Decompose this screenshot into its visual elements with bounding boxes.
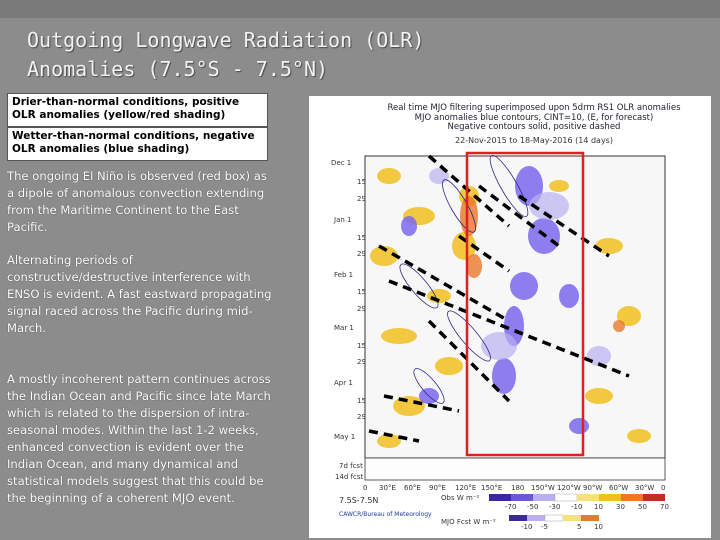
lon-tick: 30°E (379, 484, 396, 492)
date-tick: 29 (357, 250, 366, 258)
figure-header: Real time MJO filtering superimposed upo… (369, 103, 699, 133)
obs-tick: -70 (505, 503, 516, 511)
legend-wet: Wetter-than-normal conditions, negative … (7, 127, 268, 161)
fcst-tick: 5 (577, 523, 581, 531)
lon-tick: 150°W (531, 484, 555, 492)
lon-tick: 90°W (583, 484, 602, 492)
date-tick: May 1 (334, 433, 355, 441)
figure-header-line-2: MJO anomalies blue contours, CINT=10, (E… (414, 112, 654, 123)
hovmoller-plot: 7d fcst 14d fcst Dec 1 15 29 Jan 1 15 29… (331, 151, 669, 531)
lon-tick: 60°W (609, 484, 628, 492)
obs-tick: -30 (549, 503, 560, 511)
lon-tick: 150°E (481, 484, 502, 492)
date-tick: Mar 1 (334, 324, 354, 332)
fcst-tick: -5 (541, 523, 548, 531)
obs-tick: 70 (660, 503, 669, 511)
slide-title: Outgoing Longwave Radiation (OLR) Anomal… (27, 26, 587, 84)
date-tick: 29 (357, 358, 366, 366)
date-tick: 15 (357, 397, 366, 405)
paragraph-el-nino: The ongoing El Niño is observed (red box… (7, 169, 267, 234)
date-tick: 15 (357, 234, 366, 242)
date-tick: 15 (357, 288, 366, 296)
latitude-band-label: 7.5S-7.5N (339, 496, 378, 505)
forecast-strip (364, 457, 666, 481)
forecast-label-14d: 14d fcst (335, 473, 364, 481)
date-tick: Jan 1 (333, 216, 351, 224)
obs-colorbar-label: Obs W m⁻² (441, 494, 479, 502)
legend-dry: Drier-than-normal conditions, positive O… (7, 93, 268, 127)
obs-colorbar: Obs W m⁻² -70 -50 -30 -10 10 30 50 70 (441, 493, 669, 511)
fcst-tick: 10 (594, 523, 603, 531)
forecast-label-7d: 7d fcst (339, 462, 363, 470)
date-tick: 29 (357, 413, 366, 421)
obs-tick: 50 (638, 503, 647, 511)
title-bar (0, 0, 720, 18)
date-tick: Dec 1 (331, 159, 351, 167)
hovmoller-figure: 7d fcst 14d fcst Dec 1 15 29 Jan 1 15 29… (309, 96, 711, 538)
lon-tick: 120°W (557, 484, 581, 492)
propagation-lines (368, 154, 630, 443)
figure-date-range: 22-Nov-2015 to 18-May-2016 (14 days) (455, 136, 613, 145)
lon-tick: 0 (661, 484, 665, 492)
title-line-1: Outgoing Longwave Radiation (OLR) (27, 28, 425, 52)
fcst-tick: -10 (521, 523, 532, 531)
lon-tick: 120°E (455, 484, 476, 492)
credit-label: CAWCR/Bureau of Meteorology (339, 511, 432, 518)
lon-tick: 0 (363, 484, 367, 492)
date-tick: 15 (357, 342, 366, 350)
date-tick: Feb 1 (334, 271, 353, 279)
longitude-axis: 0 30°E 60°E 90°E 120°E 150°E 180 150°W 1… (363, 484, 665, 492)
paragraph-interference: Alternating periods of constructive/dest… (7, 253, 272, 335)
lon-tick: 60°E (404, 484, 421, 492)
el-nino-box (465, 151, 585, 457)
date-tick: 29 (357, 305, 366, 313)
obs-tick: -10 (571, 503, 582, 511)
obs-tick: 30 (616, 503, 625, 511)
lon-tick: 90°E (429, 484, 446, 492)
date-axis: Dec 1 15 29 Jan 1 15 29 Feb 1 15 29 Mar … (331, 159, 366, 441)
title-line-2: Anomalies (7.5°S - 7.5°N) (27, 57, 329, 81)
date-tick: Apr 1 (334, 379, 353, 387)
figure-header-line-3: Negative contours solid, positive dashed (447, 122, 621, 132)
date-tick: 29 (357, 195, 366, 203)
date-tick: 15 (357, 178, 366, 186)
fcst-colorbar: MJO Fcst W m⁻² -10 -5 5 10 (441, 514, 603, 531)
lon-tick: 180 (511, 484, 524, 492)
fcst-colorbar-label: MJO Fcst W m⁻² (441, 518, 496, 526)
obs-tick: -50 (527, 503, 538, 511)
figure-header-line-1: Real time MJO filtering superimposed upo… (387, 103, 681, 113)
anomaly-shading (370, 166, 651, 448)
obs-tick: 10 (594, 503, 603, 511)
paragraph-incoherent: A mostly incoherent pattern continues ac… (7, 372, 271, 505)
lon-tick: 30°W (635, 484, 654, 492)
